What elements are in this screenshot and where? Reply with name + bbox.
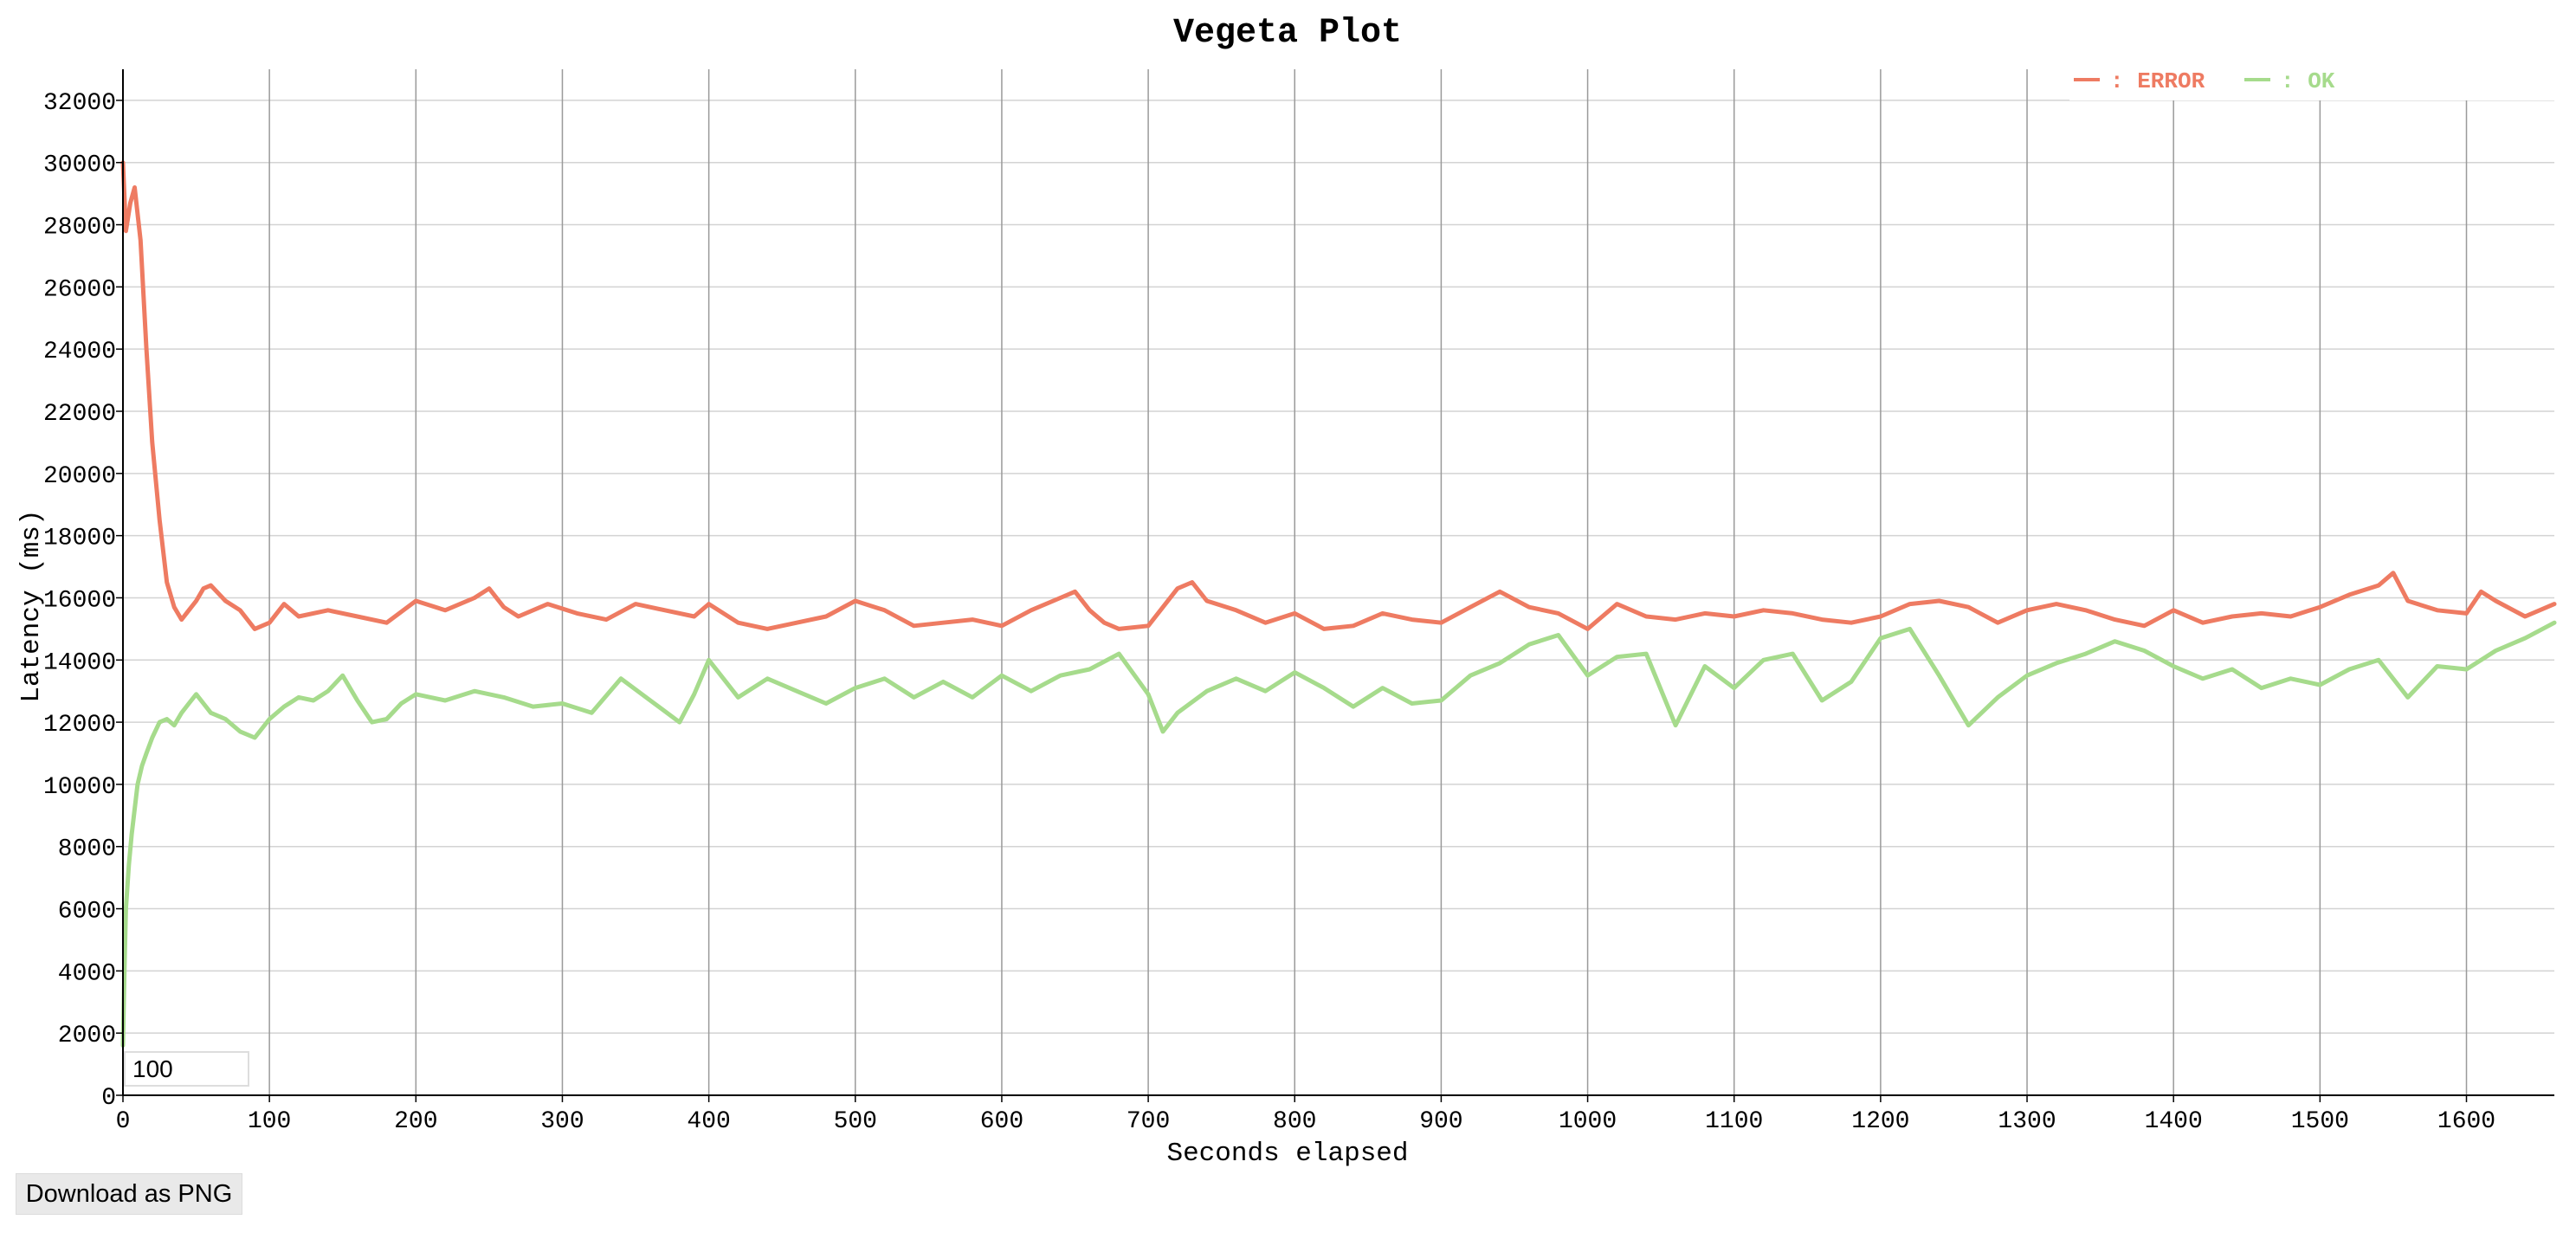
x-gridlines (268, 69, 2468, 1095)
y-tick-label: 12000 (43, 712, 116, 739)
y-tick-label: 26000 (43, 276, 116, 303)
y-tick-label: 2000 (58, 1023, 116, 1049)
legend-ok-label[interactable]: : OK (2281, 68, 2335, 94)
x-tick-label: 1400 (2145, 1108, 2203, 1135)
x-tick-label: 600 (980, 1108, 1023, 1135)
download-png-button[interactable]: Download as PNG (16, 1173, 242, 1215)
x-axis-ticks: 0 100 200 300 400 500 600 700 800 900 1000 1100 1200… (116, 1095, 2495, 1135)
x-tick-label: 800 (1273, 1108, 1316, 1135)
x-tick-label: 1000 (1559, 1108, 1617, 1135)
x-tick-label: 0 (116, 1108, 131, 1135)
y-tick-label: 20000 (43, 463, 116, 490)
y-tick-label: 10000 (43, 774, 116, 801)
series-line-error (120, 160, 2557, 631)
x-tick-label: 900 (1419, 1108, 1462, 1135)
x-tick-label: 500 (834, 1108, 877, 1135)
y-tick-label: 32000 (43, 90, 116, 117)
x-tick-label: 1300 (1998, 1108, 2056, 1135)
x-tick-label: 1600 (2437, 1108, 2495, 1135)
x-tick-label: 200 (394, 1108, 437, 1135)
rolling-period-input[interactable] (124, 1051, 249, 1087)
y-tick-label: 8000 (58, 836, 116, 863)
series-layer (120, 160, 2557, 1048)
y-tick-label: 4000 (58, 960, 116, 987)
axes (122, 69, 2554, 1096)
x-tick-label: 100 (248, 1108, 291, 1135)
y-axis-ticks: 0 2000 4000 6000 8000 10000 12000 14000 16000 180… (43, 90, 123, 1112)
y-tick-label: 24000 (43, 339, 116, 365)
legend[interactable]: : ERROR : OK (2069, 61, 2563, 100)
y-tick-label: 0 (101, 1085, 116, 1112)
y-tick-label: 30000 (43, 152, 116, 179)
x-tick-label: 1100 (1705, 1108, 1763, 1135)
legend-background (2069, 61, 2563, 100)
y-tick-label: 14000 (43, 649, 116, 676)
x-tick-label: 300 (540, 1108, 584, 1135)
x-axis-label: Seconds elapsed (1166, 1139, 1408, 1169)
y-tick-label: 16000 (43, 587, 116, 614)
y-tick-label: 28000 (43, 215, 116, 242)
x-tick-label: 1500 (2291, 1108, 2349, 1135)
x-tick-label: 1200 (1851, 1108, 1909, 1135)
x-tick-label: 700 (1127, 1108, 1170, 1135)
legend-error-label[interactable]: : ERROR (2110, 68, 2205, 94)
y-tick-label: 6000 (58, 899, 116, 926)
y-tick-label: 18000 (43, 526, 116, 552)
series-line-ok (120, 620, 2557, 1048)
chart-title: Vegeta Plot (1173, 14, 1402, 53)
x-tick-label: 400 (687, 1108, 730, 1135)
y-axis-label: Latency (ms) (16, 509, 47, 702)
y-gridlines (123, 100, 2554, 1034)
y-tick-label: 22000 (43, 401, 116, 428)
